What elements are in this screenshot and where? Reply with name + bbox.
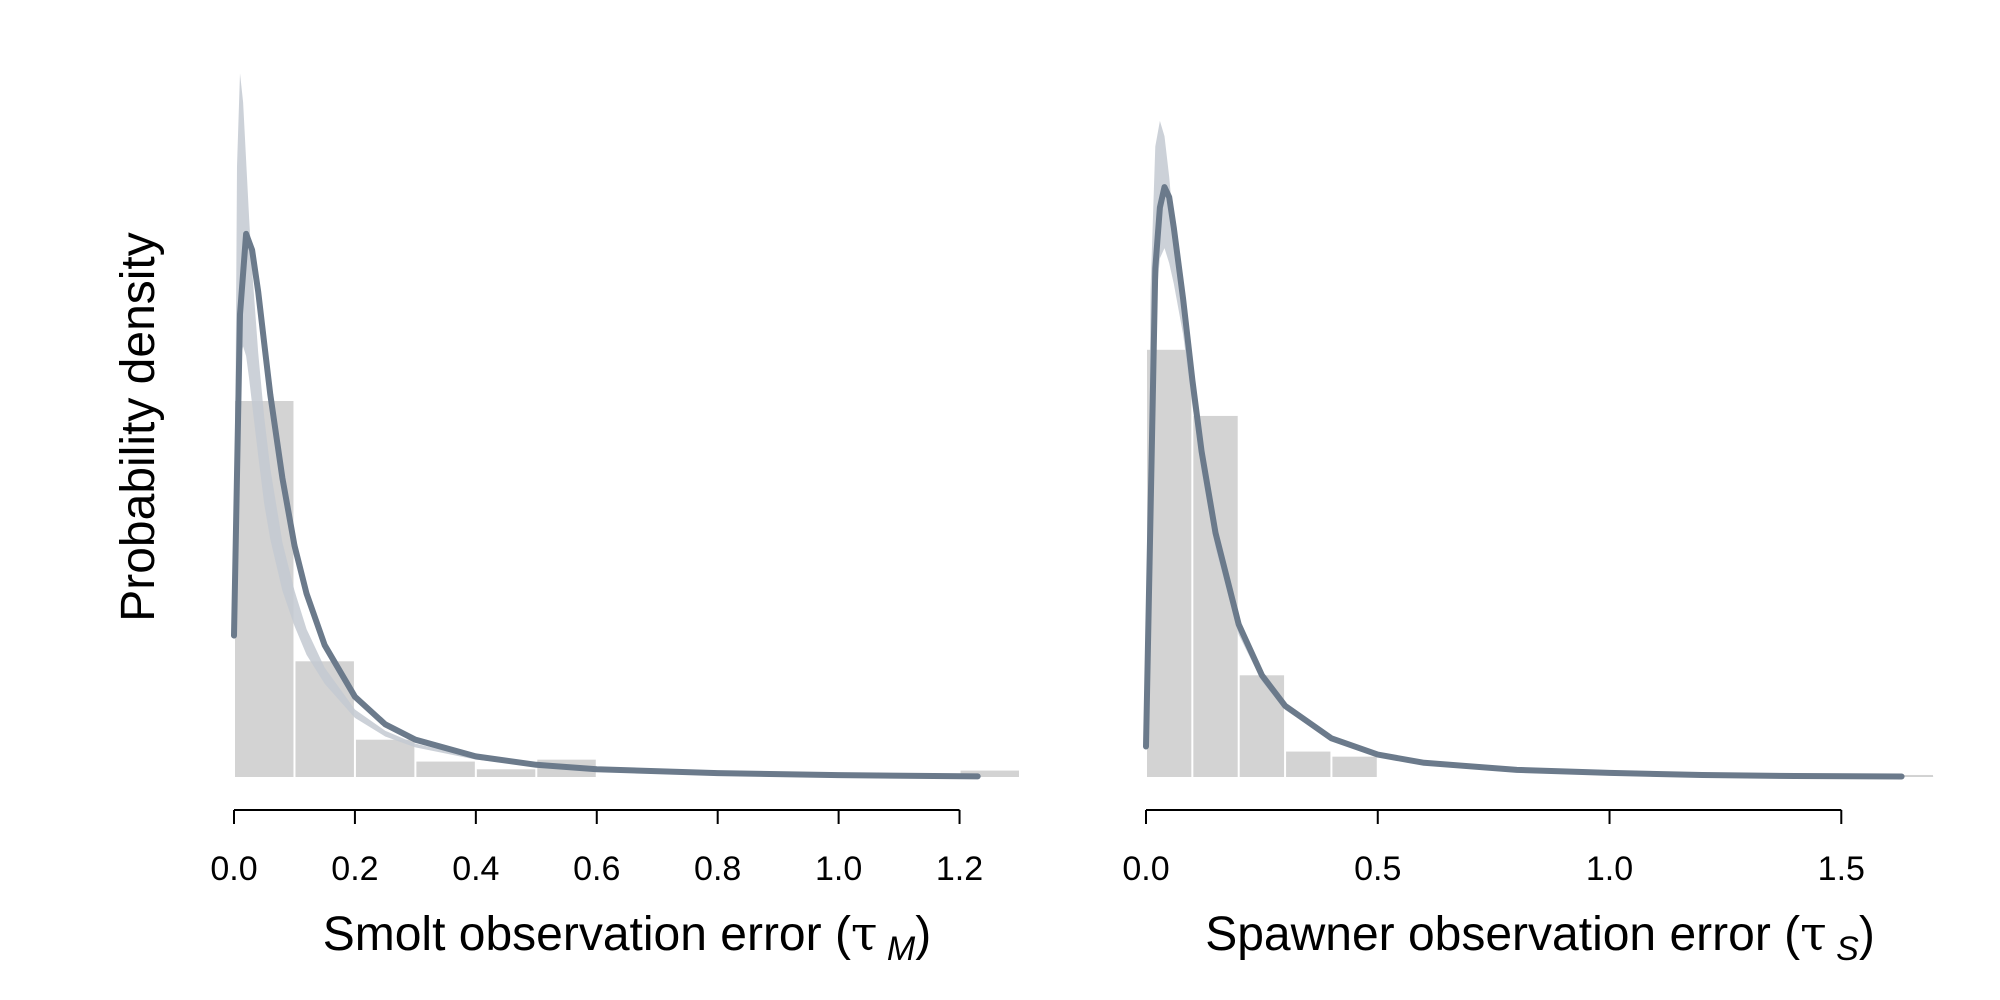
histogram-bar [1332, 756, 1377, 777]
histogram-bar [960, 770, 1019, 777]
x-axis-label: Spawner observation error (τ S) [1205, 906, 1875, 968]
spawner-panel: 0.0 0.5 1.0 1.5 Spawner observation error (τ… [1122, 120, 1934, 968]
x-tick-label: 0.4 [452, 850, 499, 888]
x-tick-label: 0.6 [573, 850, 620, 888]
histogram-bar [355, 739, 415, 777]
x-tick-label: 1.0 [1586, 850, 1633, 888]
x-tick-label: 0.0 [210, 850, 257, 888]
y-axis-label: Probability density [112, 232, 165, 622]
x-tick-label: 1.2 [936, 850, 983, 888]
histogram-bar [416, 761, 475, 777]
histogram-bar [1286, 751, 1331, 777]
prior-density-curve [1143, 184, 1905, 780]
x-tick-label: 0.8 [694, 850, 741, 888]
prior-density-curve [231, 230, 981, 780]
histogram-bar [476, 769, 536, 777]
histogram-bar [1888, 774, 1933, 777]
x-tick-label: 1.0 [815, 850, 862, 888]
x-axis-label: Smolt observation error (τ M) [323, 906, 932, 968]
x-tick-label: 0.0 [1122, 850, 1169, 888]
x-tick-label: 0.2 [331, 850, 378, 888]
x-tick-label: 0.5 [1354, 850, 1401, 888]
x-tick-label: 1.5 [1818, 850, 1865, 888]
histogram-bar [1239, 675, 1285, 777]
